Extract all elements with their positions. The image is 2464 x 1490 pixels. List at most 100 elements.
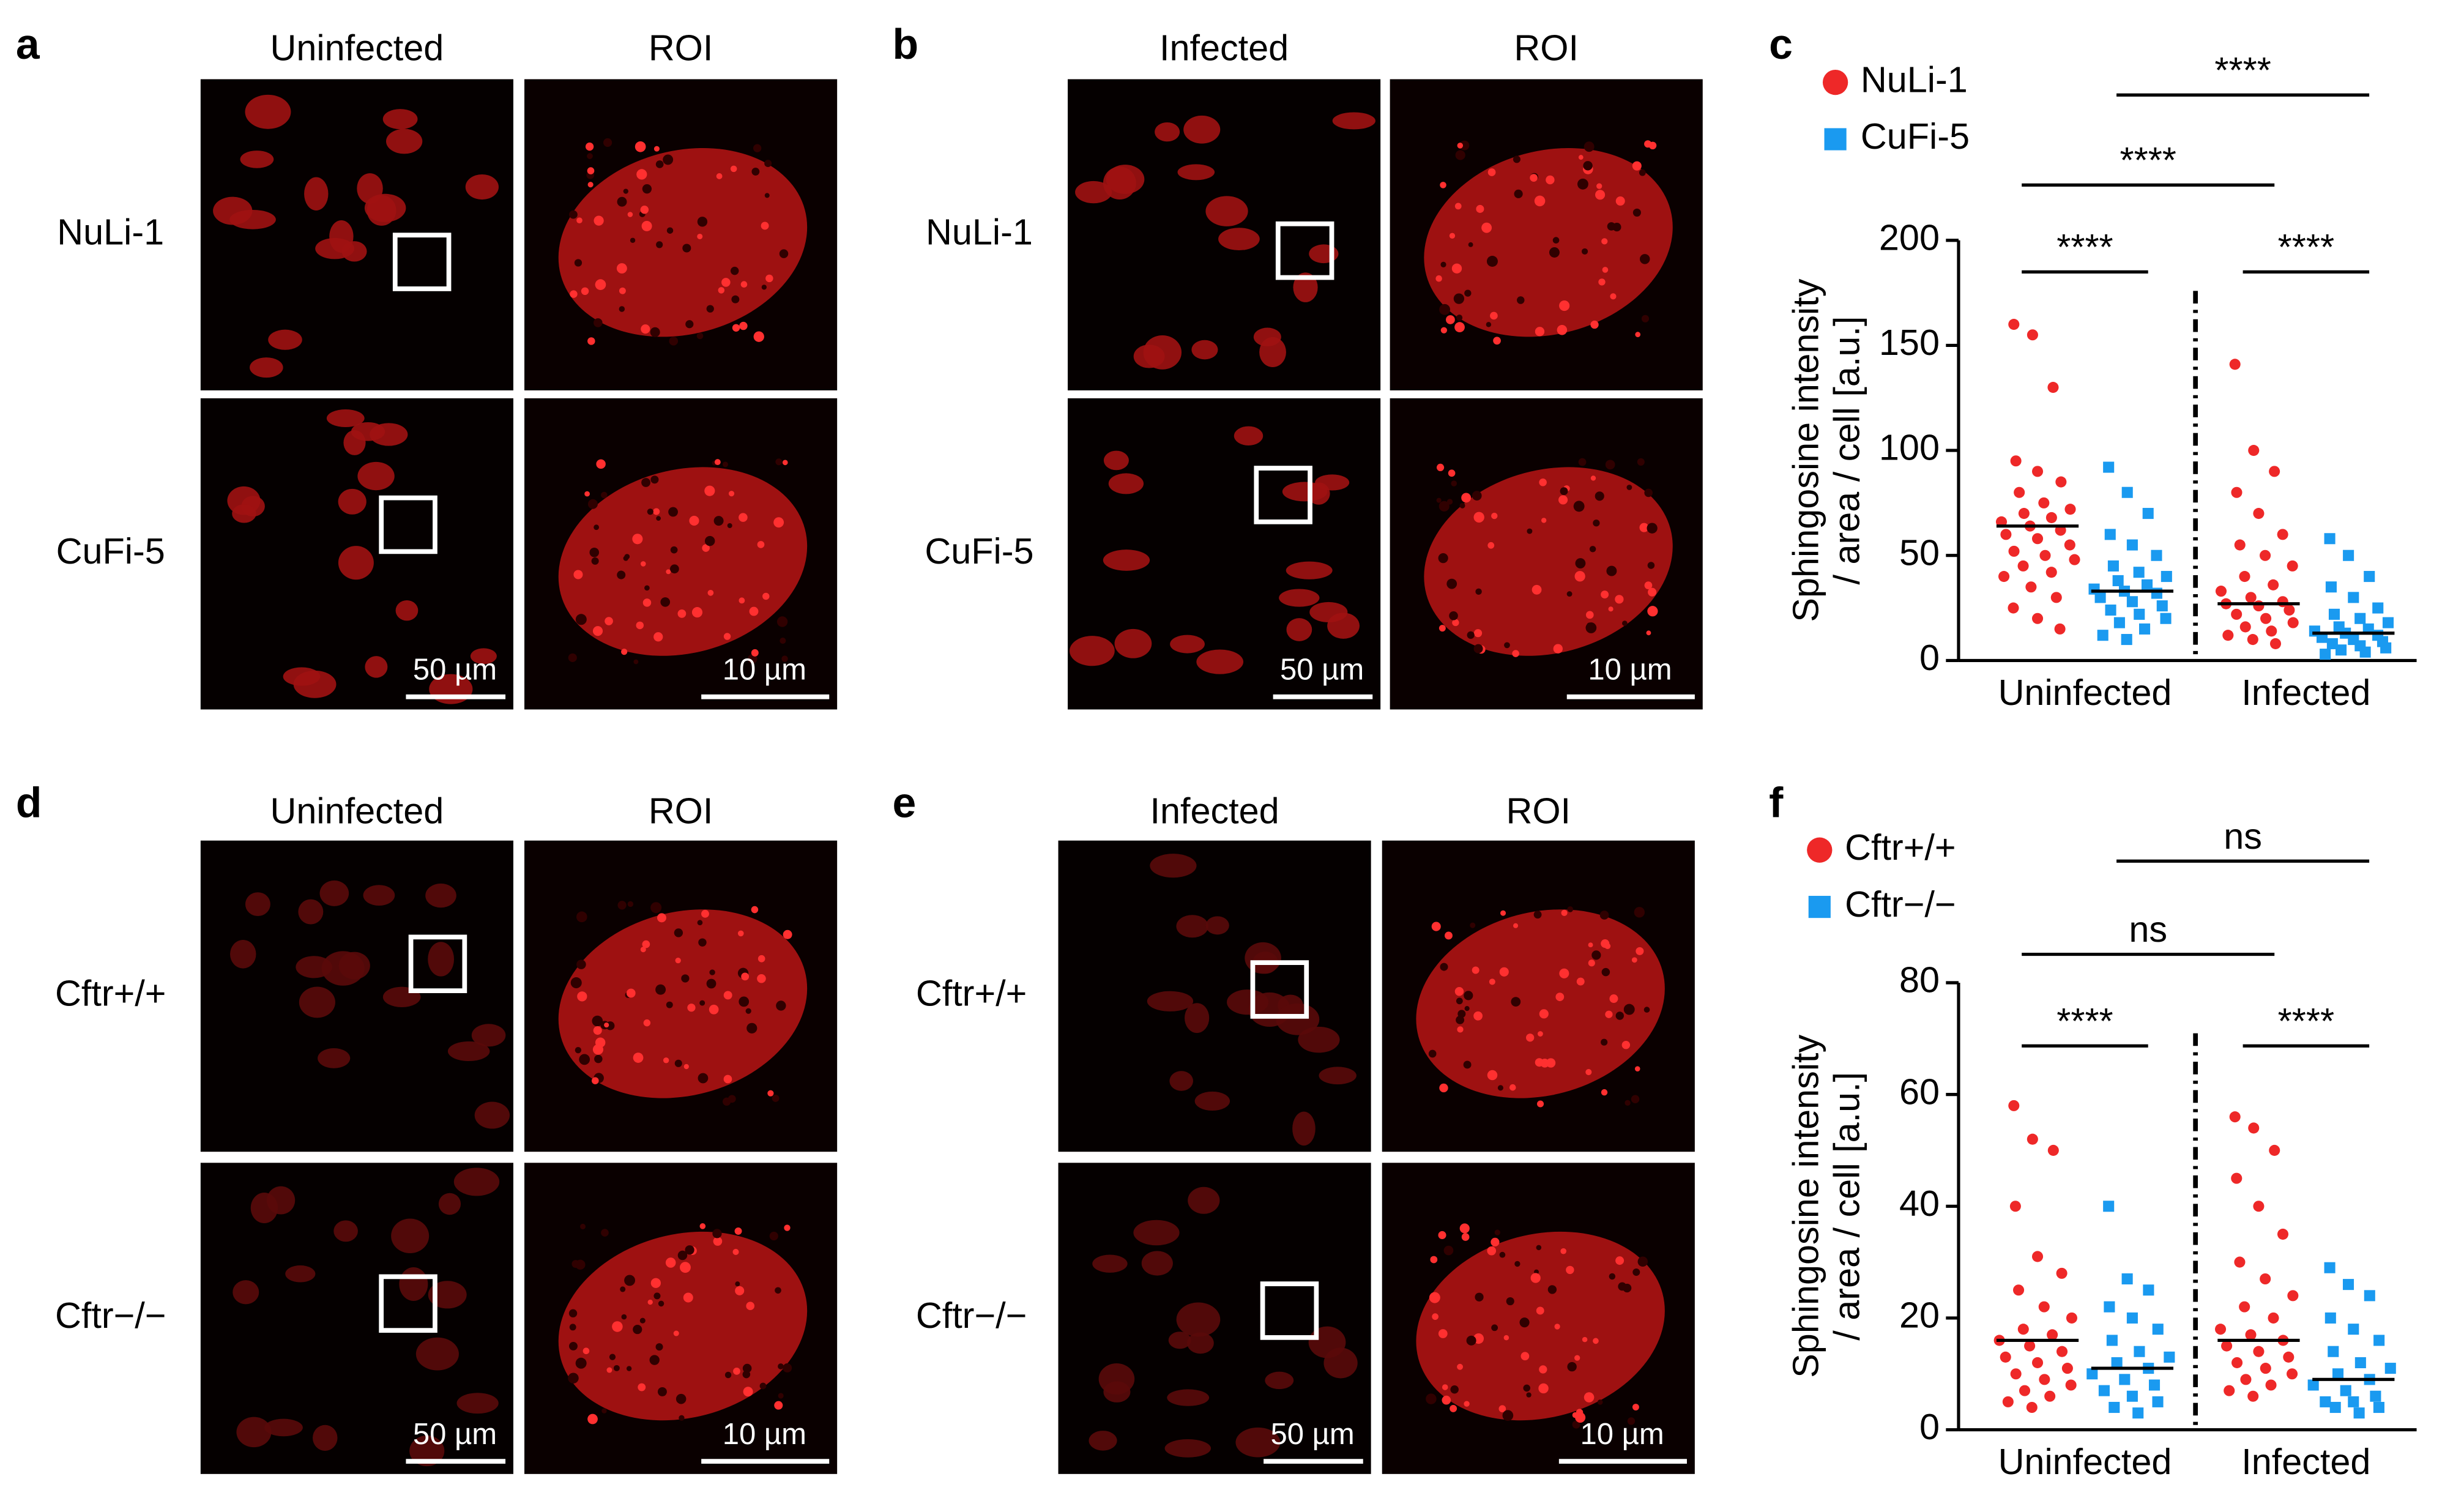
speckle	[778, 1363, 784, 1369]
speckle	[568, 1309, 578, 1317]
point	[2151, 549, 2162, 561]
speckle	[1590, 320, 1599, 329]
significance-label: ****	[2278, 1000, 2334, 1041]
speckle	[1534, 195, 1546, 207]
scale-bar-label: 10 µm	[1588, 653, 1672, 686]
point	[2287, 1368, 2298, 1380]
speckle	[1639, 523, 1649, 532]
point	[2139, 623, 2151, 635]
speckle	[779, 249, 789, 258]
cell	[1279, 589, 1320, 607]
speckle	[1493, 337, 1501, 345]
speckle	[1601, 939, 1610, 948]
point	[2215, 586, 2227, 597]
speckle	[1487, 1070, 1498, 1081]
point	[2142, 508, 2154, 520]
speckle	[657, 913, 666, 923]
speckle	[727, 523, 732, 529]
column-header: ROI	[649, 790, 713, 831]
cell	[456, 1393, 499, 1414]
row-label: Cftr+/+	[916, 973, 1027, 1014]
cell	[213, 196, 253, 225]
speckle	[1631, 957, 1637, 963]
speckle	[1567, 1361, 1577, 1372]
speckle	[1431, 922, 1441, 931]
speckle	[1623, 1283, 1632, 1293]
cell	[1194, 1091, 1230, 1111]
speckle	[723, 633, 731, 640]
cell	[315, 237, 355, 259]
cell	[296, 956, 332, 978]
speckle	[577, 991, 587, 1002]
speckle	[669, 337, 679, 346]
speckle	[762, 592, 770, 600]
speckle	[592, 1015, 603, 1027]
speckle	[1637, 1256, 1648, 1267]
speckle	[765, 274, 773, 283]
speckle	[1430, 1256, 1438, 1264]
speckle	[1446, 315, 1455, 324]
point	[2055, 476, 2067, 488]
speckle	[596, 459, 606, 469]
speckle	[1536, 1306, 1544, 1315]
cell	[313, 1425, 338, 1451]
point	[2111, 1357, 2123, 1368]
speckle	[746, 1023, 757, 1034]
speckle	[713, 516, 724, 526]
speckle	[1584, 1392, 1595, 1402]
speckle	[1647, 606, 1658, 617]
speckle	[579, 1054, 590, 1065]
cell	[264, 1418, 303, 1437]
speckle	[742, 1370, 751, 1379]
speckle	[1538, 1383, 1549, 1394]
point	[2373, 1401, 2384, 1414]
speckle	[1575, 558, 1586, 568]
speckle	[723, 991, 732, 1000]
speckle	[1442, 1395, 1451, 1405]
speckle	[739, 513, 748, 522]
speckle	[575, 614, 587, 625]
point	[2247, 634, 2258, 646]
cell	[299, 986, 335, 1018]
speckle	[1632, 1268, 1640, 1276]
speckle	[783, 929, 792, 939]
speckle	[689, 515, 699, 526]
speckle	[621, 649, 628, 655]
speckle	[665, 1257, 676, 1268]
point	[2320, 1396, 2331, 1407]
point	[2025, 581, 2037, 593]
cell	[428, 1281, 467, 1309]
cell	[1147, 991, 1194, 1011]
speckle	[721, 278, 731, 287]
cell	[363, 885, 395, 906]
speckle	[1546, 175, 1555, 185]
speckle	[699, 1223, 706, 1229]
speckle	[1454, 322, 1465, 333]
point	[2152, 1396, 2164, 1407]
speckle	[1519, 1317, 1530, 1328]
cell	[428, 942, 455, 977]
speckle	[1487, 542, 1495, 549]
cell	[285, 1265, 316, 1283]
point	[2231, 486, 2243, 498]
speckle	[1639, 169, 1646, 176]
speckle	[640, 561, 646, 567]
point	[2253, 1346, 2265, 1357]
point	[2064, 504, 2076, 515]
speckle	[1539, 478, 1547, 486]
point	[2325, 581, 2337, 593]
speckle	[1632, 161, 1642, 171]
cell	[1276, 1003, 1320, 1035]
speckle	[653, 632, 663, 642]
cell	[1176, 915, 1208, 938]
scale-bar-label: 10 µm	[723, 653, 806, 686]
speckle	[1464, 1006, 1470, 1011]
cell	[1155, 122, 1180, 142]
speckle	[1593, 1338, 1599, 1344]
roi-cell	[1416, 1231, 1665, 1421]
speckle	[1526, 1034, 1535, 1042]
scale-bar-label: 50 µm	[413, 653, 497, 686]
speckle	[772, 1095, 780, 1102]
speckle	[1517, 296, 1525, 304]
speckle	[1589, 546, 1596, 553]
